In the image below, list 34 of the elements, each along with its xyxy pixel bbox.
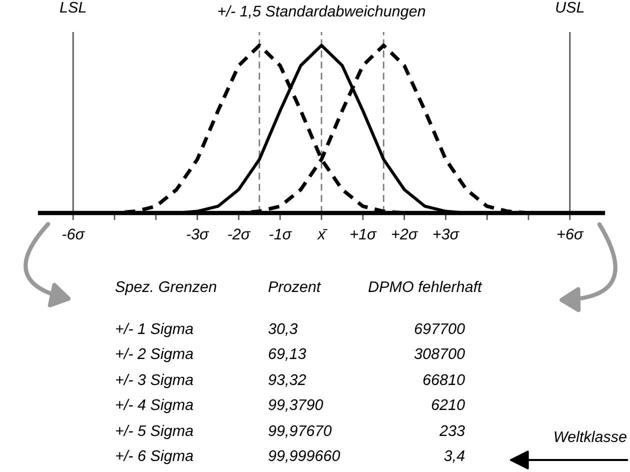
text: 697700 [414,323,465,334]
text: 99,97670 [268,425,332,438]
text: 69,13 [268,348,306,361]
x-tick-label: -2σ [228,228,251,240]
text: +/- 4 Sigma [116,398,194,414]
x-tick-label: +2σ [392,228,418,240]
text: 99,999660 [268,450,340,463]
text: Spez. Grenzen [115,281,216,296]
text: 308700 [414,348,465,360]
text: +/- 6 Sigma [116,450,194,464]
text: DPMO fehlerhaft [368,280,482,292]
text: 99,3790 [268,399,324,412]
x-tick-label: x̄ [317,229,328,240]
chart-title: +/- 1,5 Standardabweichungen [218,5,426,20]
text: 3,4 [444,450,464,463]
x-tick-label: -1σ [269,228,292,240]
text: +/- 2 Sigma [116,348,194,362]
text: 93,32 [268,374,306,387]
text: Prozent [268,281,322,292]
text: +/- 3 Sigma [116,374,194,388]
x-tick-label: -6σ [62,228,85,240]
text: 66810 [423,374,465,386]
text: +/- 1 Sigma [116,322,194,338]
text: 233 [439,425,465,436]
ref-line-label: LSL [60,2,86,13]
text: 6210 [432,399,465,410]
text: Weltklasse [554,430,626,442]
x-tick-label: -3σ [186,228,210,240]
x-tick-label: +3σ [433,228,460,240]
ref-line-label: USL [556,2,584,13]
text: +/- 5 Sigma [116,424,194,440]
text: 30,3 [268,323,298,336]
x-tick-label: +6σ [558,228,584,240]
x-tick-label: +1σ [350,228,377,240]
